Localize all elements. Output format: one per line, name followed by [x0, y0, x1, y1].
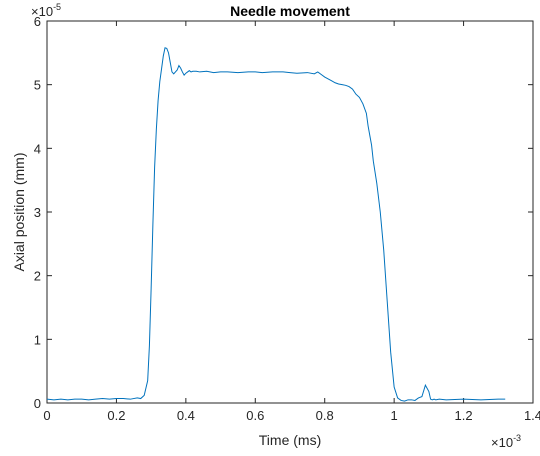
y-multiplier-base: ×10 — [31, 4, 53, 19]
y-multiplier-exponent: -5 — [53, 2, 61, 12]
y-tick-label: 1 — [34, 332, 41, 347]
chart-title: Needle movement — [230, 3, 350, 19]
y-tick-label: 2 — [34, 269, 41, 284]
y-tick-label: 4 — [34, 141, 41, 156]
y-axis-multiplier: ×10-5 — [31, 2, 61, 19]
plot-area — [46, 20, 534, 404]
y-tick-label: 0 — [34, 396, 41, 411]
x-axis-multiplier: ×10-3 — [491, 433, 521, 450]
x-tick-label: 1 — [391, 408, 398, 423]
x-tick-label: 0.6 — [246, 408, 264, 423]
x-tick-label: 1.4 — [524, 408, 540, 423]
x-multiplier-exponent: -3 — [513, 433, 521, 443]
x-tick-label: 0.2 — [107, 408, 125, 423]
series-line-0 — [46, 47, 506, 402]
x-tick-label: 0 — [43, 408, 50, 423]
x-tick-label: 1.2 — [455, 408, 473, 423]
svg-text:×10-5: ×10-5 — [31, 2, 61, 19]
x-multiplier-base: ×10 — [491, 435, 513, 450]
y-axis-label: Axial position (mm) — [11, 152, 27, 271]
y-tick-label: 5 — [34, 78, 41, 93]
series-group — [46, 47, 506, 402]
y-tick-label: 3 — [34, 205, 41, 220]
svg-text:×10-3: ×10-3 — [491, 433, 521, 450]
y-tick-label: 6 — [34, 14, 41, 29]
x-axis-label: Time (ms) — [259, 432, 321, 448]
x-tick-label: 0.8 — [316, 408, 334, 423]
x-tick-label: 0.4 — [177, 408, 195, 423]
x-axis-ticks: 0 0.2 0.4 0.6 0.8 1 1.2 1.4 — [43, 21, 540, 423]
y-axis-ticks: 0 1 2 3 4 5 6 — [34, 14, 533, 411]
